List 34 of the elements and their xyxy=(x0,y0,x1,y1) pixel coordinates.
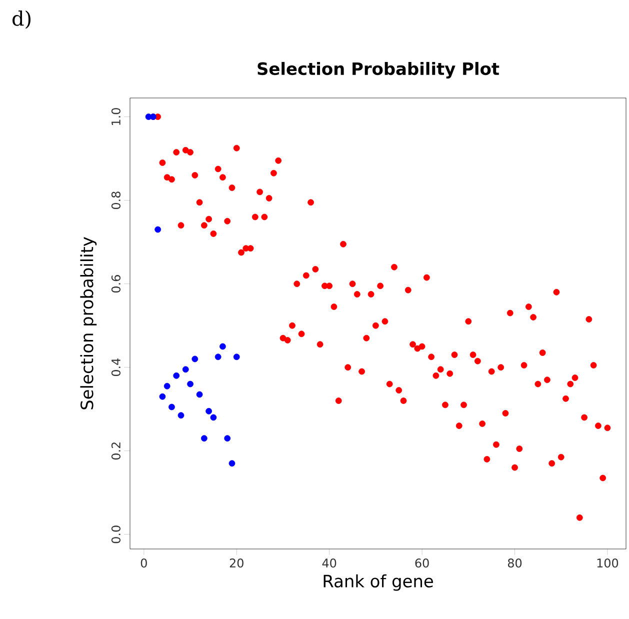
y-tick-label: 0.4 xyxy=(111,358,120,376)
point xyxy=(164,382,170,390)
y-tick-label: 0.2 xyxy=(111,442,120,460)
chart-title: Selection Probability Plot xyxy=(258,62,500,78)
point xyxy=(159,393,166,400)
x-tick-label: 60 xyxy=(415,558,429,568)
point xyxy=(220,343,226,350)
point xyxy=(173,372,180,379)
x-tick-label: 80 xyxy=(508,558,522,568)
y-tick-label: 0.8 xyxy=(111,192,120,210)
point xyxy=(196,391,203,398)
point xyxy=(210,414,217,421)
x-tick-label: 0 xyxy=(140,558,147,568)
x-tick-label: 20 xyxy=(230,558,244,568)
text: d) xyxy=(12,10,30,29)
point xyxy=(228,460,236,467)
y-tick-label: 0.6 xyxy=(111,275,120,293)
point xyxy=(200,435,208,442)
point xyxy=(182,366,189,373)
y-axis-title: Selection probability xyxy=(80,237,97,410)
y-tick-label: 0.0 xyxy=(111,526,120,544)
y-tick-label: 1.0 xyxy=(111,108,120,125)
point xyxy=(233,354,240,360)
point xyxy=(206,408,212,414)
point xyxy=(214,354,222,360)
point xyxy=(178,412,184,419)
x-axis-title: Rank of gene xyxy=(324,574,433,591)
point xyxy=(187,380,194,388)
point xyxy=(168,404,175,410)
point xyxy=(224,435,231,442)
point xyxy=(192,356,198,362)
x-tick-label: 100 xyxy=(597,558,618,568)
x-tick-label: 40 xyxy=(322,558,336,568)
point xyxy=(154,226,162,233)
